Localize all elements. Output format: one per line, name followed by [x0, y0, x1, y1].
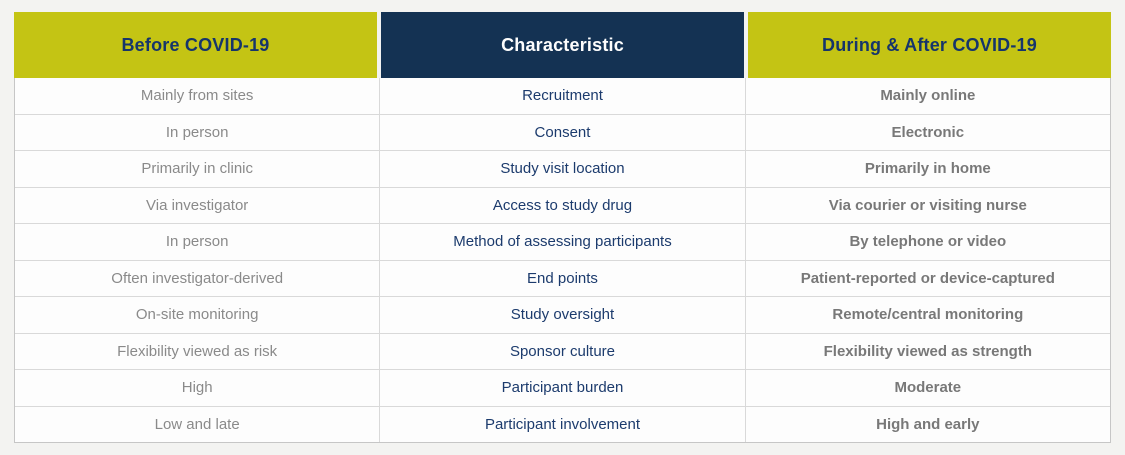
table-row: Often investigator-derived End points Pati… [15, 259, 1110, 296]
table-row: On-site monitoring Study oversight Remote/… [15, 296, 1110, 333]
table-cell-characteristic: Sponsor culture [379, 333, 745, 369]
table-row: Primarily in clinic Study visit location P… [15, 150, 1110, 187]
table-row: Low and late Participant involvement High … [15, 405, 1110, 442]
table-cell-before: On-site monitoring [15, 297, 380, 333]
comparison-table: Before COVID-19 Characteristic During & … [14, 12, 1111, 443]
table-cell-after: High and early [744, 406, 1110, 442]
table-cell-characteristic: Method of assessing participants [379, 224, 745, 260]
table-cell-characteristic: Participant burden [379, 370, 745, 406]
table-cell-after: Mainly online [744, 78, 1110, 114]
table-cell-after: Primarily in home [744, 151, 1110, 187]
header-during-after-covid: During & After COVID-19 [748, 12, 1111, 78]
table-row: In person Method of assessing participant… [15, 223, 1110, 260]
table-cell-characteristic: Recruitment [379, 78, 745, 114]
table-body: Mainly from sites Recruitment Mainly onlin… [14, 78, 1111, 443]
table-cell-characteristic: Study oversight [379, 297, 745, 333]
table-cell-characteristic: End points [379, 260, 745, 296]
table-cell-before: In person [15, 114, 380, 150]
table-row: In person Consent Electronic [15, 113, 1110, 150]
table-cell-before: Mainly from sites [15, 78, 380, 114]
table-cell-after: Via courier or visiting nurse [744, 187, 1110, 223]
table-cell-before: Flexibility viewed as risk [15, 333, 380, 369]
table-cell-before: In person [15, 224, 380, 260]
table-cell-before: High [15, 370, 380, 406]
table-row: High Participant burden Moderate [15, 369, 1110, 406]
table-cell-characteristic: Access to study drug [379, 187, 745, 223]
table-row: Flexibility viewed as risk Sponsor cultur… [15, 332, 1110, 369]
table-cell-after: By telephone or video [744, 224, 1110, 260]
table-cell-after: Patient-reported or device-captured [744, 260, 1110, 296]
table-row: Mainly from sites Recruitment Mainly onlin… [15, 78, 1110, 114]
table-cell-characteristic: Consent [379, 114, 745, 150]
table-cell-before: Low and late [15, 406, 380, 442]
table-cell-characteristic: Participant involvement [379, 406, 745, 442]
table-cell-characteristic: Study visit location [379, 151, 745, 187]
table-cell-after: Moderate [744, 370, 1110, 406]
table-cell-before: Primarily in clinic [15, 151, 380, 187]
table-cell-after: Electronic [744, 114, 1110, 150]
table-cell-before: Via investigator [15, 187, 380, 223]
header-before-covid: Before COVID-19 [14, 12, 377, 78]
table-cell-before: Often investigator-derived [15, 260, 380, 296]
table-row: Via investigator Access to study drug Via … [15, 186, 1110, 223]
table-cell-after: Remote/central monitoring [744, 297, 1110, 333]
header-characteristic: Characteristic [381, 12, 744, 78]
table-header-row: Before COVID-19 Characteristic During & … [14, 12, 1111, 78]
table-cell-after: Flexibility viewed as strength [744, 333, 1110, 369]
